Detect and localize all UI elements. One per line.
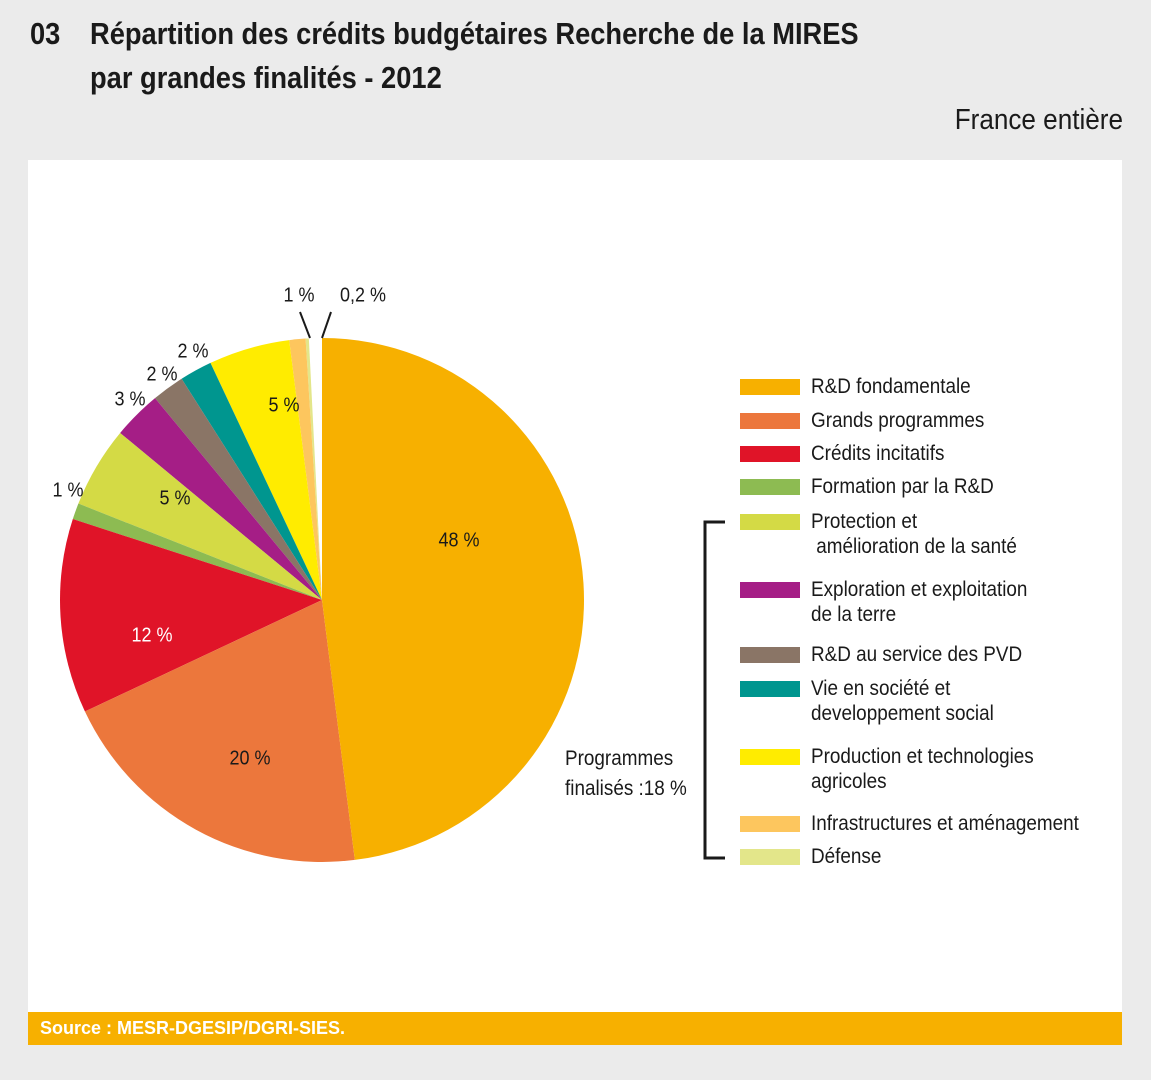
data-label-5: 3 %	[114, 388, 146, 411]
pie-slice-8	[210, 340, 322, 600]
data-label-6: 2 %	[146, 363, 178, 386]
data-label-3: 1 %	[52, 479, 84, 502]
legend-swatch	[740, 749, 800, 765]
pie-slice-3	[72, 503, 322, 600]
chart-title-line1: Répartition des crédits budgétaires Rech…	[90, 16, 859, 51]
data-label-9: 1 %	[283, 284, 315, 307]
data-label-1: 20 %	[229, 747, 271, 770]
data-label-7: 2 %	[177, 340, 209, 363]
pie-slice-10	[305, 338, 322, 600]
legend-label: Production et technologies agricoles	[811, 745, 1034, 793]
legend-label: Formation par la R&D	[811, 475, 994, 498]
pie-slice-7	[181, 362, 322, 600]
legend-swatch	[740, 446, 800, 462]
legend-label: Crédits incitatifs	[811, 442, 945, 465]
pie-slice-2	[59, 519, 322, 712]
legend-label: Exploration et exploitation de la terre	[811, 578, 1028, 626]
source-bar: Source : MESR-DGESIP/DGRI-SIES.	[28, 1012, 1122, 1045]
legend-swatch	[740, 413, 800, 429]
pie-slice-6	[154, 378, 322, 600]
programmes-bracket	[703, 520, 725, 860]
legend-label: Vie en société et developpement social	[811, 677, 994, 725]
legend-swatch	[740, 849, 800, 865]
legend-label: Protection et amélioration de la santé	[811, 510, 1017, 558]
legend-label: Grands programmes	[811, 409, 985, 432]
pie-slice-4	[78, 432, 322, 600]
legend-swatch	[740, 582, 800, 598]
figure-number: 03	[30, 16, 61, 51]
legend-label: Défense	[811, 845, 882, 868]
legend-swatch	[740, 647, 800, 663]
data-label-4: 5 %	[159, 487, 191, 510]
legend-swatch	[740, 379, 800, 395]
legend-label: R&D au service des PVD	[811, 643, 1023, 666]
chart-title-line2: par grandes finalités - 2012	[90, 60, 442, 95]
data-label-10: 0,2 %	[339, 284, 387, 307]
legend-swatch	[740, 479, 800, 495]
legend-label: R&D fondamentale	[811, 375, 971, 398]
pie-slice-9	[289, 338, 322, 600]
legend-label: Infrastructures et aménagement	[811, 812, 1079, 835]
scope-label: France entière	[954, 104, 1123, 136]
leader-line-infrastructures	[299, 311, 311, 339]
legend-swatch	[740, 514, 800, 530]
data-label-2: 12 %	[131, 624, 173, 647]
leader-line-defense	[321, 311, 332, 339]
pie-slice-0	[322, 338, 585, 860]
pie-slice-5	[120, 398, 322, 600]
programmes-finalises-annotation: Programmes finalisés :18 %	[565, 747, 687, 800]
data-label-8: 5 %	[268, 394, 300, 417]
legend-swatch	[740, 681, 800, 697]
legend-swatch	[740, 816, 800, 832]
data-label-0: 48 %	[438, 529, 480, 552]
pie-slice-1	[84, 600, 355, 863]
